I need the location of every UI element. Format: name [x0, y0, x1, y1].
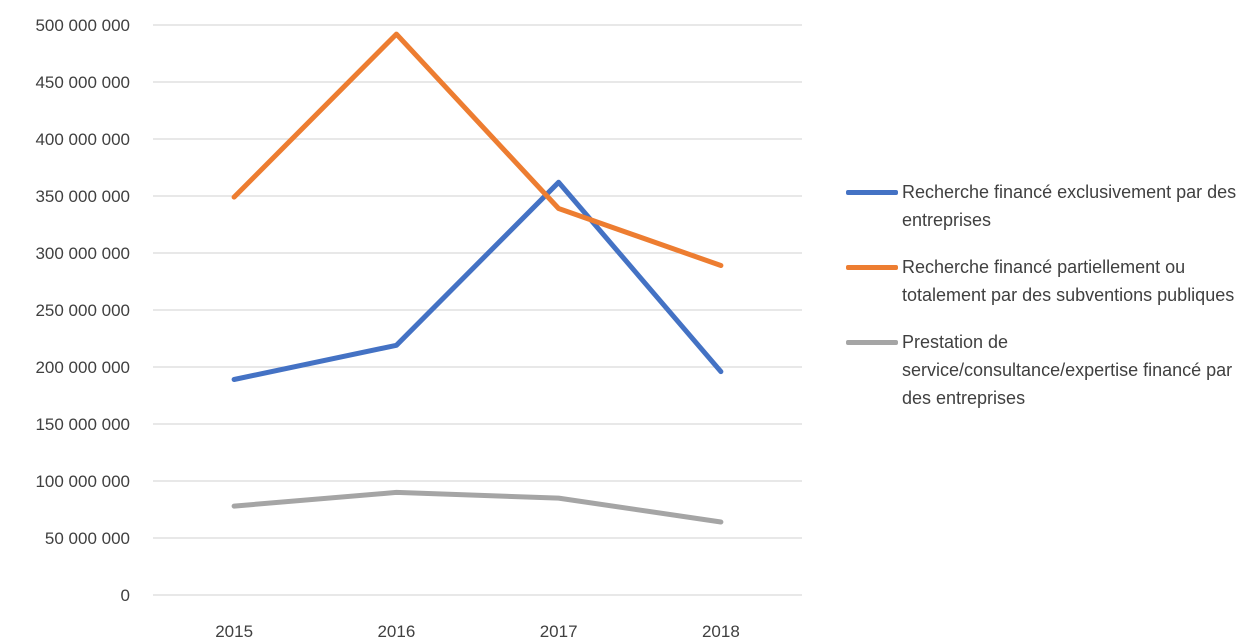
- series-lines: [231, 31, 724, 525]
- y-tick-label: 150 000 000: [35, 415, 130, 434]
- legend: Recherche financé exclusivement par des …: [846, 178, 1246, 431]
- x-tick-label: 2018: [702, 622, 740, 641]
- series-line-3: [231, 489, 724, 525]
- y-tick-label: 250 000 000: [35, 301, 130, 320]
- x-tick-label: 2017: [540, 622, 578, 641]
- legend-item-series-1: Recherche financé exclusivement par des …: [846, 178, 1246, 234]
- legend-swatch-series-3: [846, 340, 898, 345]
- y-tick-label: 50 000 000: [45, 529, 130, 548]
- legend-label-series-1: Recherche financé exclusivement par des …: [902, 182, 1237, 230]
- x-tick-label: 2015: [215, 622, 253, 641]
- legend-label-series-2: Recherche financé partiellement ou total…: [902, 257, 1235, 305]
- y-tick-label: 300 000 000: [35, 244, 130, 263]
- legend-item-series-2: Recherche financé partiellement ou total…: [846, 253, 1246, 309]
- y-axis-tick-labels: 0 50 000 000 100 000 000 150 000 000 200 000…: [35, 16, 130, 605]
- y-tick-label: 500 000 000: [35, 16, 130, 35]
- x-axis-tick-labels: 2015 2016 2017 2018: [215, 622, 740, 641]
- gridlines: [153, 24, 802, 596]
- y-tick-label: 0: [121, 586, 130, 605]
- y-tick-label: 400 000 000: [35, 130, 130, 149]
- series-line-2: [231, 31, 724, 268]
- legend-item-series-3: Prestation de service/consultance/expert…: [846, 328, 1246, 412]
- legend-label-series-3: Prestation de service/consultance/expert…: [902, 332, 1233, 408]
- y-tick-label: 100 000 000: [35, 472, 130, 491]
- legend-swatch-series-1: [846, 190, 898, 195]
- y-tick-label: 200 000 000: [35, 358, 130, 377]
- y-tick-label: 350 000 000: [35, 187, 130, 206]
- y-tick-label: 450 000 000: [35, 73, 130, 92]
- series-line-1: [231, 179, 724, 382]
- x-tick-label: 2016: [377, 622, 415, 641]
- legend-swatch-series-2: [846, 265, 898, 270]
- line-chart: 0 50 000 000 100 000 000 150 000 000 200 000…: [35, 16, 802, 641]
